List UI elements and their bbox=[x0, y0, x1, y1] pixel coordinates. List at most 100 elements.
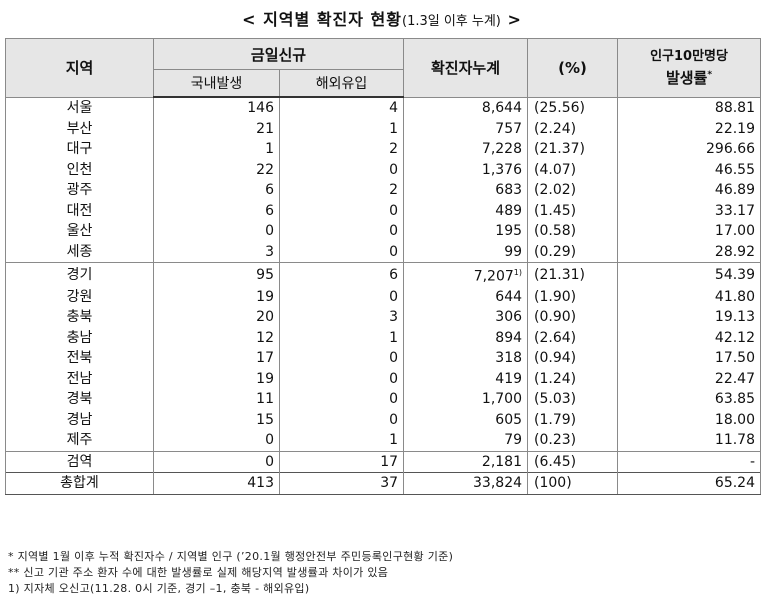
cumulative-cell: 419 bbox=[403, 368, 529, 390]
region-cell: 대구 bbox=[5, 139, 154, 160]
footnotes: * 지역별 1월 이후 누적 확진자수 / 지역별 인구 (’20.1월 행정안… bbox=[8, 549, 453, 597]
domestic-cell: 1 bbox=[153, 139, 280, 160]
table-row: 경남 15 0 605 (1.79) 18.00 bbox=[5, 409, 762, 431]
cumulative-cell: 195 bbox=[403, 221, 529, 242]
title-sub: (1.3일 이후 누계) bbox=[402, 14, 501, 29]
table-row: 울산 0 0 195 (0.58) 17.00 bbox=[5, 221, 762, 242]
rate-cell: 18.00 bbox=[617, 409, 762, 431]
overseas-cell: 0 bbox=[278, 221, 405, 242]
region-cell: 전남 bbox=[5, 368, 154, 390]
domestic-cell: 0 bbox=[153, 221, 280, 242]
rate-cell-value: 54.39 bbox=[714, 266, 756, 283]
rate-cell: 296.66 bbox=[617, 139, 762, 160]
region-cell-value: 인천 bbox=[66, 161, 93, 178]
region-cell-value: 총합계 bbox=[60, 475, 99, 492]
region-cell-value: 경북 bbox=[66, 391, 93, 408]
percent-cell: (1.90) bbox=[527, 286, 619, 308]
rate-cell-value: 18.00 bbox=[714, 411, 756, 428]
domestic-cell-value: 20 bbox=[256, 309, 274, 326]
footnote-1: * 지역별 1월 이후 누적 확진자수 / 지역별 인구 (’20.1월 행정안… bbox=[8, 550, 454, 563]
region-cell: 인천 bbox=[5, 159, 154, 180]
overseas-cell: 17 bbox=[278, 450, 405, 473]
cumulative-cell: 1,700 bbox=[403, 389, 529, 410]
footnote-3: 1) 지자체 오신고(11.28. 0시 기준, 경기 –1, 충북 - 해외유… bbox=[8, 582, 310, 595]
rate-cell: 46.55 bbox=[617, 159, 762, 180]
rate-cell-value: 28.92 bbox=[714, 243, 756, 260]
region-cell-value: 세종 bbox=[66, 243, 93, 260]
region-cell: 경남 bbox=[5, 409, 154, 431]
cumulative-cell: 757 bbox=[403, 118, 529, 139]
rate-cell: - bbox=[617, 450, 762, 473]
overseas-cell: 0 bbox=[278, 368, 405, 390]
rate-cell-value: 19.13 bbox=[714, 309, 756, 326]
overseas-cell: 0 bbox=[278, 200, 405, 221]
domestic-cell: 22 bbox=[153, 159, 280, 180]
domestic-cell: 21 bbox=[153, 118, 280, 139]
overseas-cell: 1 bbox=[278, 327, 405, 349]
overseas-cell-value: 0 bbox=[389, 288, 399, 305]
cumulative-cell-value: 419 bbox=[495, 370, 523, 387]
rate-cell-value: 41.80 bbox=[714, 288, 756, 305]
rate-cell-value: 33.17 bbox=[714, 202, 756, 219]
percent-cell: (0.94) bbox=[527, 348, 619, 369]
rate-cell-value: 17.00 bbox=[714, 223, 756, 240]
domestic-cell: 6 bbox=[153, 180, 280, 201]
percent-cell: (0.29) bbox=[527, 241, 619, 263]
table-body: 서울 146 4 8,644 (25.56) 88.81 부산 21 1 757 (2.24) 22.… bbox=[5, 97, 762, 495]
region-cell-value: 대구 bbox=[66, 141, 93, 158]
rate-cell: 41.80 bbox=[617, 286, 762, 308]
overseas-cell-value: 0 bbox=[389, 161, 399, 178]
rate-cell: 88.81 bbox=[617, 97, 762, 119]
header-region: 지역 bbox=[5, 38, 154, 98]
domestic-cell-value: 17 bbox=[256, 350, 274, 367]
title-close: > bbox=[500, 10, 522, 29]
cumulative-cell: 894 bbox=[403, 327, 529, 349]
domestic-cell-value: 0 bbox=[265, 223, 274, 240]
overseas-cell: 37 bbox=[278, 472, 405, 495]
domestic-cell: 413 bbox=[153, 472, 280, 495]
percent-cell: (5.03) bbox=[527, 389, 619, 410]
cumulative-cell: 7,228 bbox=[403, 139, 529, 160]
region-cell-value: 강원 bbox=[66, 288, 93, 305]
cumulative-cell-value: 605 bbox=[495, 411, 523, 428]
cumulative-cell: 79 bbox=[403, 430, 529, 452]
overseas-cell: 6 bbox=[278, 261, 405, 287]
percent-cell-value: (0.23) bbox=[534, 432, 577, 449]
cumulative-cell-value: 894 bbox=[495, 329, 523, 346]
domestic-cell: 17 bbox=[153, 348, 280, 369]
cumulative-cell: 306 bbox=[403, 307, 529, 328]
percent-cell: (2.02) bbox=[527, 180, 619, 201]
region-cell-value: 전북 bbox=[66, 350, 93, 367]
domestic-cell: 12 bbox=[153, 327, 280, 349]
domestic-cell-value: 0 bbox=[265, 453, 274, 470]
domestic-cell: 19 bbox=[153, 368, 280, 390]
table-row: 세종 3 0 99 (0.29) 28.92 bbox=[5, 241, 762, 263]
table-row: 충남 12 1 894 (2.64) 42.12 bbox=[5, 327, 762, 349]
rate-cell-value: 46.55 bbox=[714, 161, 756, 178]
region-cell: 충남 bbox=[5, 327, 154, 349]
overseas-cell: 0 bbox=[278, 409, 405, 431]
rate-cell: 42.12 bbox=[617, 327, 762, 349]
rate-cell-value: 22.47 bbox=[714, 370, 756, 387]
region-cell: 세종 bbox=[5, 241, 154, 263]
cumulative-cell: 1,376 bbox=[403, 159, 529, 180]
rate-cell: 17.00 bbox=[617, 221, 762, 242]
percent-cell: (0.23) bbox=[527, 430, 619, 452]
table-row: 검역 0 17 2,181 (6.45) - bbox=[5, 450, 762, 473]
region-cell-value: 울산 bbox=[66, 223, 93, 240]
table-row: 충북 20 3 306 (0.90) 19.13 bbox=[5, 307, 762, 328]
rate-cell: 22.19 bbox=[617, 118, 762, 139]
rate-cell-value: 65.24 bbox=[714, 475, 756, 492]
region-cell-value: 충남 bbox=[66, 329, 93, 346]
rate-cell: 65.24 bbox=[617, 472, 762, 495]
domestic-cell: 3 bbox=[153, 241, 280, 263]
overseas-cell-value: 0 bbox=[389, 391, 399, 408]
header-overseas: 해외유입 bbox=[278, 69, 405, 98]
overseas-cell-value: 0 bbox=[389, 202, 399, 219]
percent-cell-value: (4.07) bbox=[534, 161, 577, 178]
header-cumulative: 확진자누계 bbox=[403, 38, 529, 98]
overseas-cell: 1 bbox=[278, 118, 405, 139]
rate-cell: 22.47 bbox=[617, 368, 762, 390]
percent-cell-value: (5.03) bbox=[534, 391, 577, 408]
region-cell-value: 검역 bbox=[66, 453, 93, 470]
